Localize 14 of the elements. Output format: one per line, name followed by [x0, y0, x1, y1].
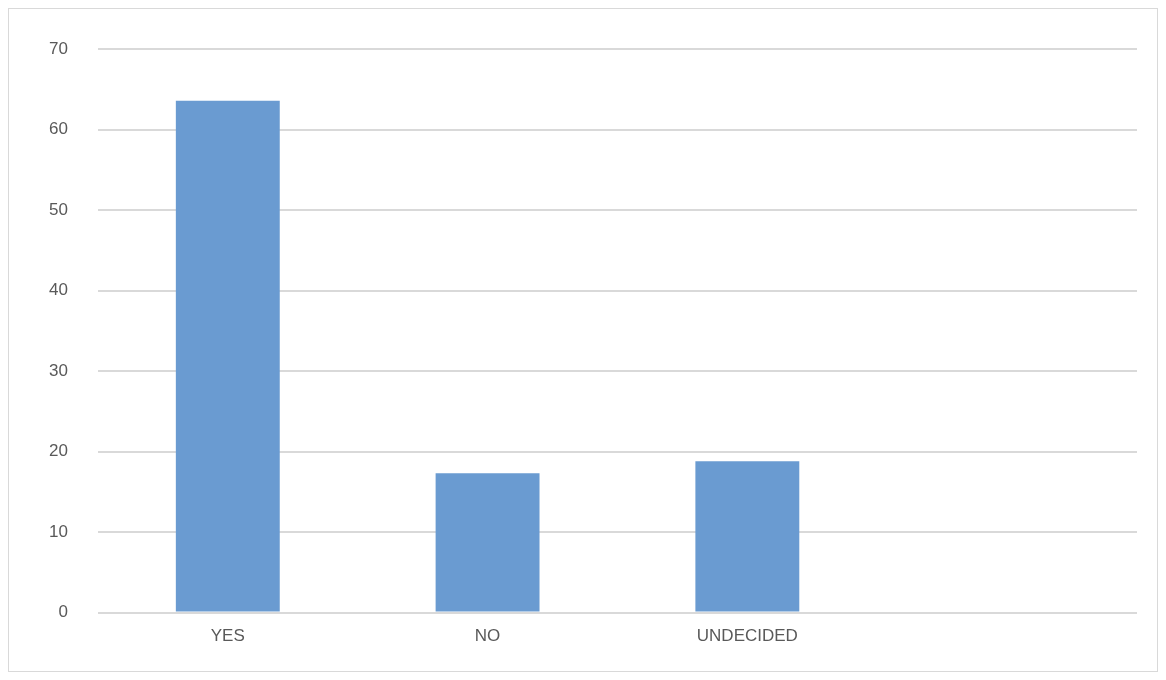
bar [175, 100, 280, 612]
y-tick-label: 0 [58, 602, 68, 622]
y-tick-label: 30 [48, 360, 68, 380]
y-tick-label: 60 [48, 119, 68, 139]
y-tick-label: 20 [48, 441, 68, 461]
bar [695, 461, 800, 612]
y-tick-label: 70 [48, 38, 68, 58]
y-tick-label: 50 [48, 199, 68, 219]
y-tick-label: 40 [48, 280, 68, 300]
x-tick-label: NO [474, 626, 501, 646]
bar [435, 473, 540, 612]
x-tick-label: UNDECIDED [696, 626, 798, 646]
x-tick-label: YES [210, 626, 245, 646]
y-tick-label: 10 [48, 521, 68, 541]
